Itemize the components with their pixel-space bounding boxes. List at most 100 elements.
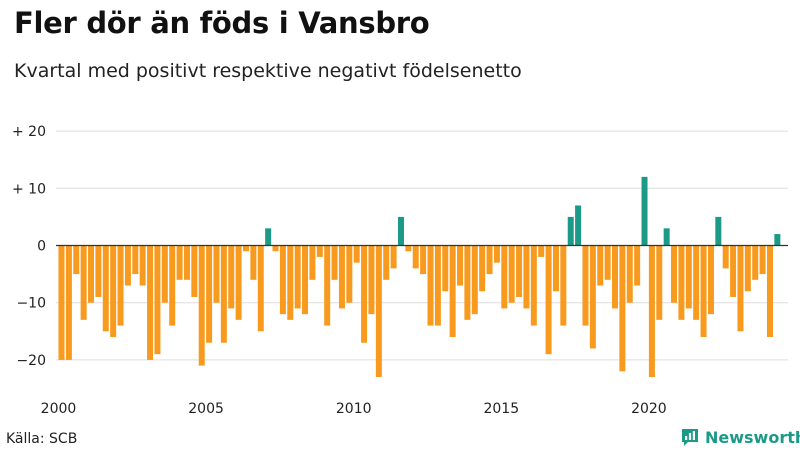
bar xyxy=(501,245,508,309)
bar xyxy=(427,245,434,326)
bar xyxy=(176,245,183,280)
bar xyxy=(671,245,678,303)
bar xyxy=(479,245,486,292)
bar xyxy=(656,245,663,320)
bar xyxy=(530,245,537,326)
bar xyxy=(575,205,582,246)
bar xyxy=(626,245,633,303)
chart-title: Fler dör än föds i Vansbro xyxy=(14,6,430,40)
bar xyxy=(191,245,198,297)
bar xyxy=(464,245,471,320)
bar xyxy=(102,245,109,332)
bar xyxy=(612,245,618,309)
bar xyxy=(523,245,530,309)
bar xyxy=(582,245,589,326)
x-tick-label: 2005 xyxy=(188,401,224,417)
bar xyxy=(220,245,227,343)
bar xyxy=(124,245,131,286)
bar xyxy=(368,245,375,315)
bar xyxy=(397,216,404,246)
bar xyxy=(147,245,154,360)
bar xyxy=(235,245,242,320)
bar xyxy=(375,245,382,378)
bar xyxy=(685,245,692,309)
bar xyxy=(243,245,249,252)
bar xyxy=(353,245,360,263)
bar xyxy=(95,245,102,297)
bar xyxy=(412,245,419,269)
bar xyxy=(265,228,272,246)
bar xyxy=(707,245,714,315)
bar xyxy=(309,245,316,280)
bar xyxy=(420,245,427,275)
bar xyxy=(759,245,766,275)
bar xyxy=(486,245,493,275)
bar xyxy=(198,245,205,366)
bar xyxy=(766,245,773,338)
bar xyxy=(589,245,596,349)
bar xyxy=(206,245,213,343)
bar xyxy=(774,234,781,246)
bar xyxy=(442,245,449,292)
bar xyxy=(161,245,168,303)
bar xyxy=(316,245,323,257)
bar xyxy=(331,245,338,280)
bar xyxy=(361,245,368,343)
y-axis-labels: + 20 + 10 0 −10 −20 xyxy=(12,124,46,369)
bar xyxy=(715,216,722,246)
bar xyxy=(700,245,707,338)
bar xyxy=(287,245,294,320)
bar xyxy=(634,245,641,286)
bar xyxy=(434,245,441,326)
bar xyxy=(604,245,611,280)
bar xyxy=(648,245,655,378)
y-tick-label: −20 xyxy=(16,353,46,369)
bar xyxy=(744,245,751,292)
bar xyxy=(693,245,700,320)
bar xyxy=(88,245,95,303)
bar xyxy=(117,245,124,326)
bar xyxy=(58,245,65,360)
bar xyxy=(752,245,759,280)
bar xyxy=(552,245,559,292)
bar xyxy=(257,245,264,332)
bar xyxy=(678,245,685,320)
bar xyxy=(737,245,744,332)
y-tick-label: 0 xyxy=(37,239,46,255)
bar xyxy=(154,245,161,355)
y-tick-label: + 10 xyxy=(12,181,46,197)
bar xyxy=(80,245,87,320)
bar xyxy=(597,245,604,286)
bar xyxy=(493,245,500,263)
bar xyxy=(516,245,523,297)
bar xyxy=(567,216,574,246)
bar xyxy=(457,245,464,286)
brand-name: Newsworthy xyxy=(705,427,800,447)
bar xyxy=(294,245,301,309)
source-label: Källa: SCB xyxy=(6,431,78,447)
bar xyxy=(545,245,552,355)
bar xyxy=(183,245,190,280)
bar xyxy=(279,245,286,315)
x-tick-label: 2010 xyxy=(336,401,372,417)
bar xyxy=(324,245,331,326)
bar xyxy=(302,245,309,315)
bar xyxy=(722,245,729,269)
bar xyxy=(471,245,478,315)
bar xyxy=(405,245,412,252)
bar xyxy=(338,245,345,309)
bar xyxy=(132,245,139,275)
bar xyxy=(139,245,146,286)
bar xyxy=(213,245,220,303)
x-axis-labels: 2000 2005 2010 2015 2020 xyxy=(41,401,667,417)
gridlines xyxy=(56,130,788,361)
bar xyxy=(663,228,670,246)
bar xyxy=(560,245,567,326)
bar xyxy=(272,245,279,252)
bar xyxy=(619,245,626,372)
bar xyxy=(730,245,737,297)
bar xyxy=(169,245,176,326)
chart-subtitle: Kvartal med positivt respektive negativt… xyxy=(14,60,522,82)
bar xyxy=(641,176,648,246)
